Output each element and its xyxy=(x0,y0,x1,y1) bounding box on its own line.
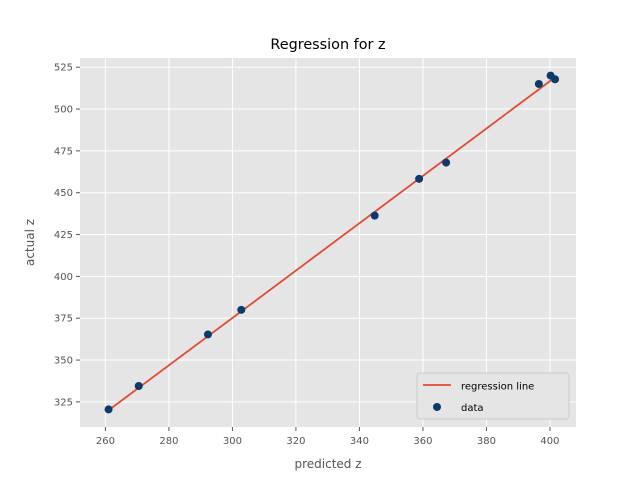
legend-box xyxy=(416,372,570,420)
regression-line xyxy=(108,75,557,411)
data-point xyxy=(415,174,424,183)
x-tick-label: 260 xyxy=(96,436,115,447)
data-point xyxy=(442,158,451,167)
x-tick-label: 360 xyxy=(413,436,432,447)
legend-swatch-data xyxy=(433,403,441,411)
data-point xyxy=(534,79,543,88)
legend: regression line data xyxy=(416,372,570,420)
x-axis-ticks: 260 280 300 320 340 360 380 400 xyxy=(96,427,560,447)
data-point xyxy=(104,405,113,414)
x-axis-label: predicted z xyxy=(294,457,361,471)
y-tick-label: 375 xyxy=(54,314,73,325)
x-tick-label: 380 xyxy=(477,436,496,447)
chart-marks xyxy=(104,71,560,414)
y-tick-label: 350 xyxy=(54,356,73,367)
x-tick-label: 400 xyxy=(540,436,559,447)
data-point xyxy=(237,305,246,314)
y-tick-label: 500 xyxy=(54,105,73,116)
y-tick-label: 450 xyxy=(54,188,73,199)
x-tick-label: 280 xyxy=(159,436,178,447)
y-axis-label: actual z xyxy=(23,219,37,266)
y-tick-label: 525 xyxy=(54,63,73,74)
legend-label-regression-line: regression line xyxy=(461,382,534,393)
data-point xyxy=(370,211,379,220)
y-tick-label: 475 xyxy=(54,146,73,157)
y-tick-label: 325 xyxy=(54,397,73,408)
plot-area xyxy=(80,58,576,427)
grid xyxy=(80,58,576,427)
chart-title: Regression for z xyxy=(270,37,385,53)
data-point xyxy=(551,75,560,84)
data-point xyxy=(134,382,143,390)
y-axis-ticks: 325 350 375 400 425 450 475 500 525 xyxy=(54,63,80,408)
legend-label-data: data xyxy=(461,403,484,414)
data-point xyxy=(203,330,212,339)
x-tick-label: 320 xyxy=(286,436,305,447)
x-tick-label: 340 xyxy=(350,436,369,447)
x-tick-label: 300 xyxy=(223,436,242,447)
y-tick-label: 400 xyxy=(54,272,73,283)
y-tick-label: 425 xyxy=(54,230,73,241)
